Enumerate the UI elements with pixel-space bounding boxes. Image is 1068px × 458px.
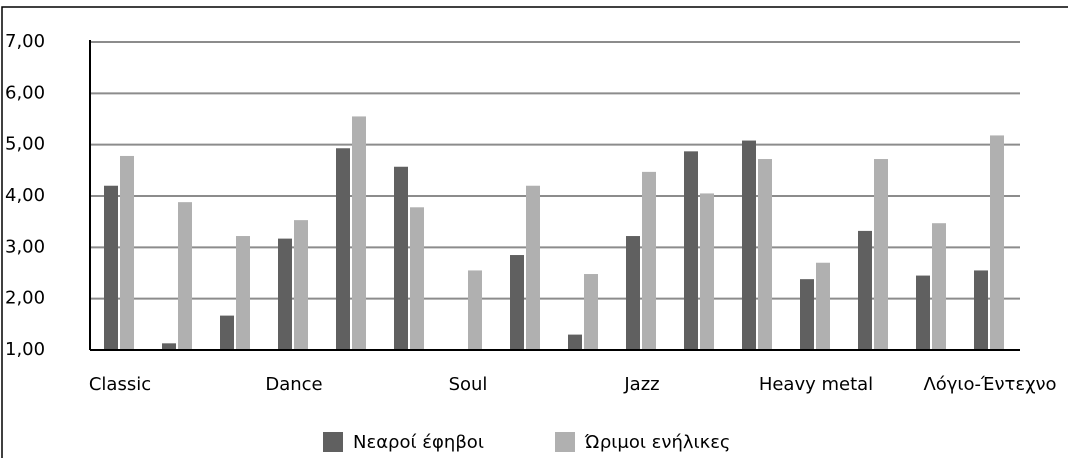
bar	[932, 223, 946, 350]
bar	[236, 236, 250, 350]
bar	[874, 159, 888, 350]
bar	[642, 171, 656, 350]
bar	[104, 185, 118, 350]
bar	[858, 230, 872, 350]
x-tick-label: Dance	[265, 374, 322, 395]
x-tick-label: Soul	[449, 374, 488, 395]
bar	[336, 148, 350, 350]
bar	[800, 279, 814, 350]
x-tick-label: Jazz	[623, 374, 659, 395]
bar	[974, 270, 988, 350]
y-tick-label: 3,00	[5, 236, 45, 257]
y-tick-label: 4,00	[5, 185, 45, 206]
legend-swatch	[323, 432, 343, 452]
x-tick-label: Λόγιο-Έντεχνο	[923, 374, 1056, 395]
bar	[278, 238, 292, 350]
bar	[220, 315, 234, 350]
legend-swatch	[555, 432, 575, 452]
legend-label: Ώριμοι ενήλικες	[584, 432, 731, 453]
y-tick-label: 2,00	[5, 288, 45, 309]
y-tick-label: 1,00	[5, 339, 45, 360]
bar	[162, 343, 176, 350]
bar	[916, 275, 930, 350]
y-tick-label: 7,00	[5, 31, 45, 52]
bar	[294, 220, 308, 350]
bar	[410, 207, 424, 350]
bar	[700, 193, 714, 350]
bar	[626, 236, 640, 350]
x-tick-label: Classic	[89, 374, 151, 395]
x-tick-label: Heavy metal	[759, 374, 873, 395]
bar	[526, 185, 540, 350]
bar	[468, 270, 482, 350]
legend-label: Νεαροί έφηβοι	[353, 432, 484, 453]
bar	[568, 334, 582, 350]
bar	[394, 166, 408, 350]
bar	[510, 255, 524, 350]
bar	[758, 159, 772, 350]
y-tick-label: 6,00	[5, 82, 45, 103]
bar	[352, 116, 366, 350]
bar	[178, 202, 192, 350]
bar	[816, 262, 830, 350]
chart-border	[1, 6, 1068, 458]
bar	[742, 140, 756, 350]
bar	[120, 155, 134, 350]
bar	[584, 274, 598, 350]
bar	[684, 151, 698, 350]
bar	[990, 135, 1004, 350]
y-tick-label: 5,00	[5, 134, 45, 155]
